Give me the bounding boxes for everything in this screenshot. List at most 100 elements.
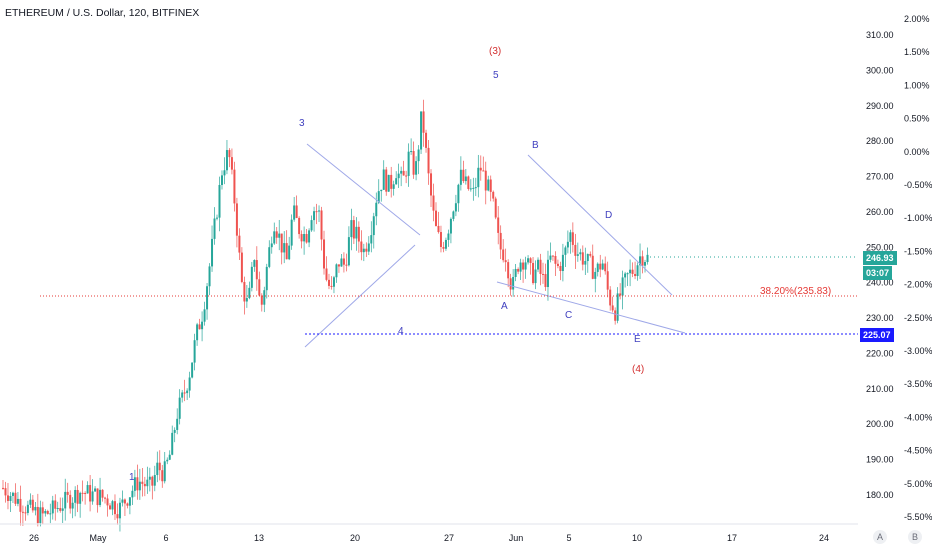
candle-body xyxy=(188,377,191,391)
candle-body xyxy=(417,149,420,162)
candle-body xyxy=(576,254,579,256)
candle-body xyxy=(601,263,604,270)
candle-body xyxy=(79,492,82,504)
candle-body xyxy=(253,260,256,267)
candle-body xyxy=(56,508,59,510)
candle-body xyxy=(245,298,248,302)
candle-body xyxy=(614,310,617,321)
candle-body xyxy=(482,170,485,172)
candle-series xyxy=(2,99,649,532)
candle-body xyxy=(410,151,413,153)
candle-body xyxy=(19,498,22,512)
candle-body xyxy=(193,340,196,363)
candle-body xyxy=(34,506,37,511)
candle-body xyxy=(529,258,532,263)
candle-body xyxy=(492,191,495,199)
candle-body xyxy=(156,462,159,476)
candle-body xyxy=(641,256,644,266)
candle-body xyxy=(178,397,181,419)
candle-body xyxy=(477,167,480,188)
wave-label-4: 4 xyxy=(398,326,404,337)
candle-body xyxy=(66,491,69,495)
candle-body xyxy=(223,170,226,176)
candle-body xyxy=(216,217,219,219)
price-axis-tick: 300.00 xyxy=(866,65,894,75)
time-axis-tick: 10 xyxy=(632,533,642,543)
candle-body xyxy=(539,259,542,274)
fib-label: 38.20%(235.83) xyxy=(760,286,831,297)
auto-scale-button[interactable]: A xyxy=(873,530,887,544)
candle-body xyxy=(385,169,388,192)
trendline-lower-1[interactable] xyxy=(304,244,416,348)
candle-body xyxy=(240,252,243,282)
log-scale-button[interactable]: B xyxy=(908,530,922,544)
candle-body xyxy=(472,187,475,189)
candle-body xyxy=(310,220,313,231)
candle-body xyxy=(464,176,467,182)
candle-body xyxy=(355,226,358,239)
candle-body xyxy=(211,238,214,267)
price-axis-tick: 280.00 xyxy=(866,136,894,146)
candle-body xyxy=(218,184,221,218)
candle-body xyxy=(198,324,201,330)
candle-body xyxy=(382,169,385,190)
price-axis-tick: 260.00 xyxy=(866,207,894,217)
candle-body xyxy=(444,239,447,249)
candle-body xyxy=(646,254,649,263)
percent-axis-tick: -0.50% xyxy=(904,180,932,190)
percent-axis-tick: 0.00% xyxy=(904,147,930,157)
candle-body xyxy=(546,259,549,288)
time-axis-tick: 20 xyxy=(350,533,360,543)
candle-body xyxy=(225,150,228,171)
trendline-upper-2[interactable] xyxy=(527,154,673,296)
candle-body xyxy=(644,262,647,266)
candle-body xyxy=(26,504,29,513)
candle-body xyxy=(636,265,639,277)
candle-body xyxy=(621,277,624,296)
candle-body xyxy=(467,176,470,189)
candle-body xyxy=(494,198,497,218)
wave-label-1: 1 xyxy=(129,472,135,483)
candle-body xyxy=(69,494,72,509)
candle-body xyxy=(158,462,161,471)
candle-body xyxy=(606,271,609,290)
percent-axis-tick: -1.00% xyxy=(904,213,932,223)
candle-body xyxy=(469,188,472,190)
candle-body xyxy=(260,295,263,305)
candle-body xyxy=(111,501,114,510)
candle-body xyxy=(449,218,452,234)
candle-body xyxy=(457,184,460,204)
candle-body xyxy=(479,167,482,171)
price-axis-tick: 180.00 xyxy=(866,490,894,500)
candle-body xyxy=(454,203,457,212)
candle-body xyxy=(313,211,316,221)
time-axis-tick: 26 xyxy=(29,533,39,543)
candle-body xyxy=(263,290,266,305)
candle-body xyxy=(54,500,57,509)
candle-body xyxy=(400,170,403,174)
candle-body xyxy=(631,269,634,274)
trendline-upper-1[interactable] xyxy=(306,143,421,236)
candle-body xyxy=(148,476,151,480)
wave-label-big-4: (4) xyxy=(632,364,644,375)
candle-body xyxy=(270,243,273,248)
candle-body xyxy=(173,429,176,433)
price-axis-tick: 210.00 xyxy=(866,384,894,394)
candle-body xyxy=(507,262,510,279)
candle-body xyxy=(342,258,345,265)
candle-body xyxy=(596,263,599,272)
trendline-lower-2[interactable] xyxy=(496,281,686,334)
candle-body xyxy=(499,232,502,250)
candle-body xyxy=(96,488,99,506)
candle-body xyxy=(91,491,94,502)
percent-axis-tick: -3.00% xyxy=(904,346,932,356)
candle-body xyxy=(6,495,9,501)
time-axis-tick: Jun xyxy=(509,533,524,543)
candle-body xyxy=(181,392,184,398)
price-axis-tick: 310.00 xyxy=(866,30,894,40)
candle-body xyxy=(41,507,44,514)
candle-body xyxy=(255,260,258,280)
time-axis-tick: 5 xyxy=(566,533,571,543)
candle-body xyxy=(420,111,423,150)
